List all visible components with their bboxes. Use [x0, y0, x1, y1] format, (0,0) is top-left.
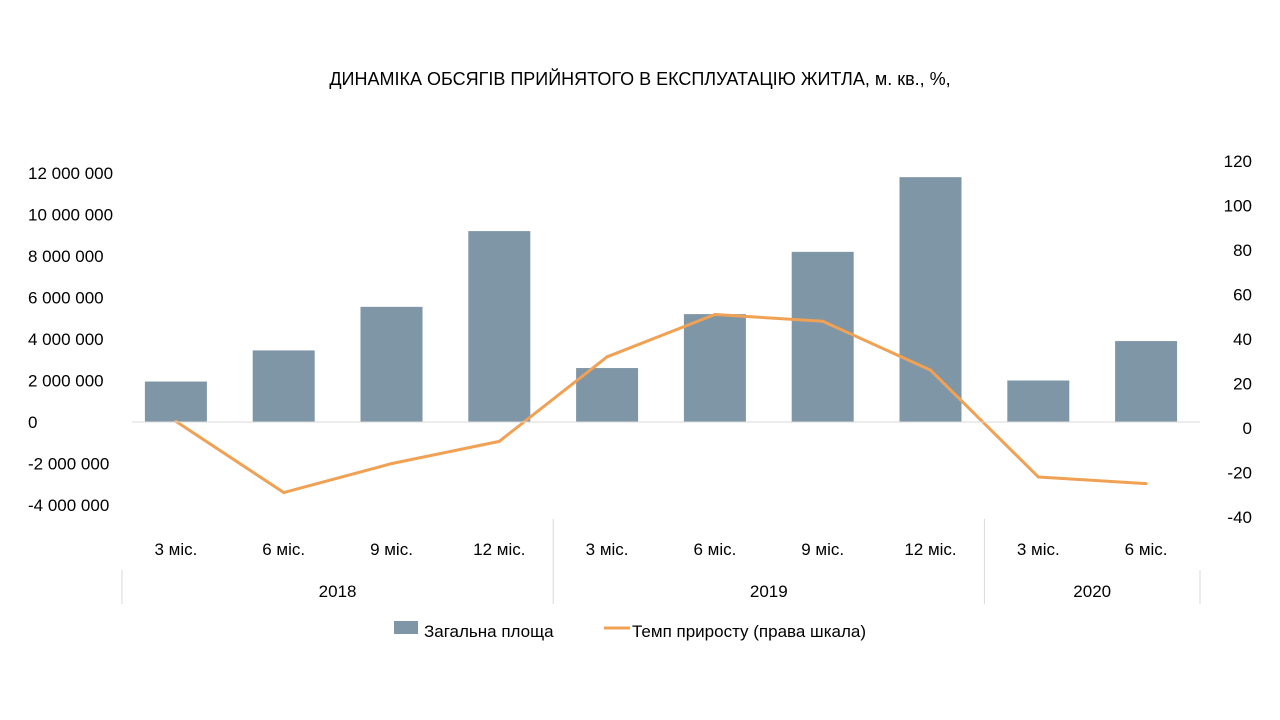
y-left-tick-label: 0 [28, 413, 37, 432]
bar [144, 381, 207, 422]
y-left-tick-label: 12 000 000 [28, 164, 113, 183]
x-tick-label: 12 міс. [473, 540, 525, 559]
legend: Загальна площа Темп приросту (права шкала… [394, 621, 866, 641]
x-tick-label: 3 міс. [1017, 540, 1060, 559]
chart-title: ДИНАМІКА ОБСЯГІВ ПРИЙНЯТОГО В ЕКСПЛУАТАЦ… [329, 68, 950, 89]
y-left-tick-label: 6 000 000 [28, 289, 104, 308]
y-right-tick-label: 80 [1233, 241, 1252, 260]
x-tick-label: 6 міс. [693, 540, 736, 559]
line-point [497, 439, 501, 443]
x-tick-label: 3 міс. [586, 540, 629, 559]
y-right-tick-label: 0 [1243, 419, 1252, 438]
y-right-tick-label: 100 [1224, 197, 1252, 216]
x-tick-label: 6 міс. [1125, 540, 1168, 559]
bar [468, 231, 531, 422]
x-tick-label: 9 міс. [370, 540, 413, 559]
y-right-tick-label: 20 [1233, 375, 1252, 394]
line-point [713, 313, 717, 317]
bar [360, 306, 423, 422]
x-tick-label: 9 міс. [801, 540, 844, 559]
y-left-tick-label: 8 000 000 [28, 247, 104, 266]
plot-area [144, 177, 1178, 495]
axes: 12 000 000 10 000 000 8 000 000 6 000 000 4 … [28, 152, 1252, 604]
y-left-tick-label: 2 000 000 [28, 372, 104, 391]
x-tick-label: 6 міс. [262, 540, 305, 559]
y-right-tick-label: 60 [1233, 286, 1252, 305]
y-left-tick-label: -4 000 000 [28, 496, 109, 515]
group-label: 2019 [750, 582, 788, 601]
bar [252, 350, 315, 422]
group-label: 2018 [319, 582, 357, 601]
group-label: 2020 [1073, 582, 1111, 601]
y-right-tick-label: 40 [1233, 330, 1252, 349]
legend-label: Темп приросту (права шкала) [632, 622, 866, 641]
y-right-tick-label: -40 [1227, 508, 1252, 527]
y-left-tick-label: 4 000 000 [28, 330, 104, 349]
line-point [1036, 475, 1040, 479]
bar [576, 368, 639, 422]
bar [899, 177, 962, 422]
line-point [1144, 482, 1148, 486]
line-point [282, 491, 286, 495]
series-line [175, 313, 1147, 495]
bar [683, 314, 746, 422]
bar [1115, 341, 1178, 422]
y-right-tick-label: -20 [1227, 464, 1252, 483]
line-point [390, 462, 393, 466]
line-point [821, 319, 825, 323]
line-point [605, 355, 609, 359]
bar [1007, 380, 1070, 422]
x-tick-label: 12 міс. [904, 540, 956, 559]
y-left-tick-label: 10 000 000 [28, 206, 113, 225]
legend-label: Загальна площа [424, 622, 554, 641]
y-left-tick-label: -2 000 000 [28, 455, 109, 474]
x-tick-label: 3 міс. [154, 540, 197, 559]
bar [791, 251, 854, 422]
y-right-tick-label: 120 [1224, 152, 1252, 171]
legend-swatch-bar [394, 621, 418, 634]
line-point [929, 368, 932, 372]
